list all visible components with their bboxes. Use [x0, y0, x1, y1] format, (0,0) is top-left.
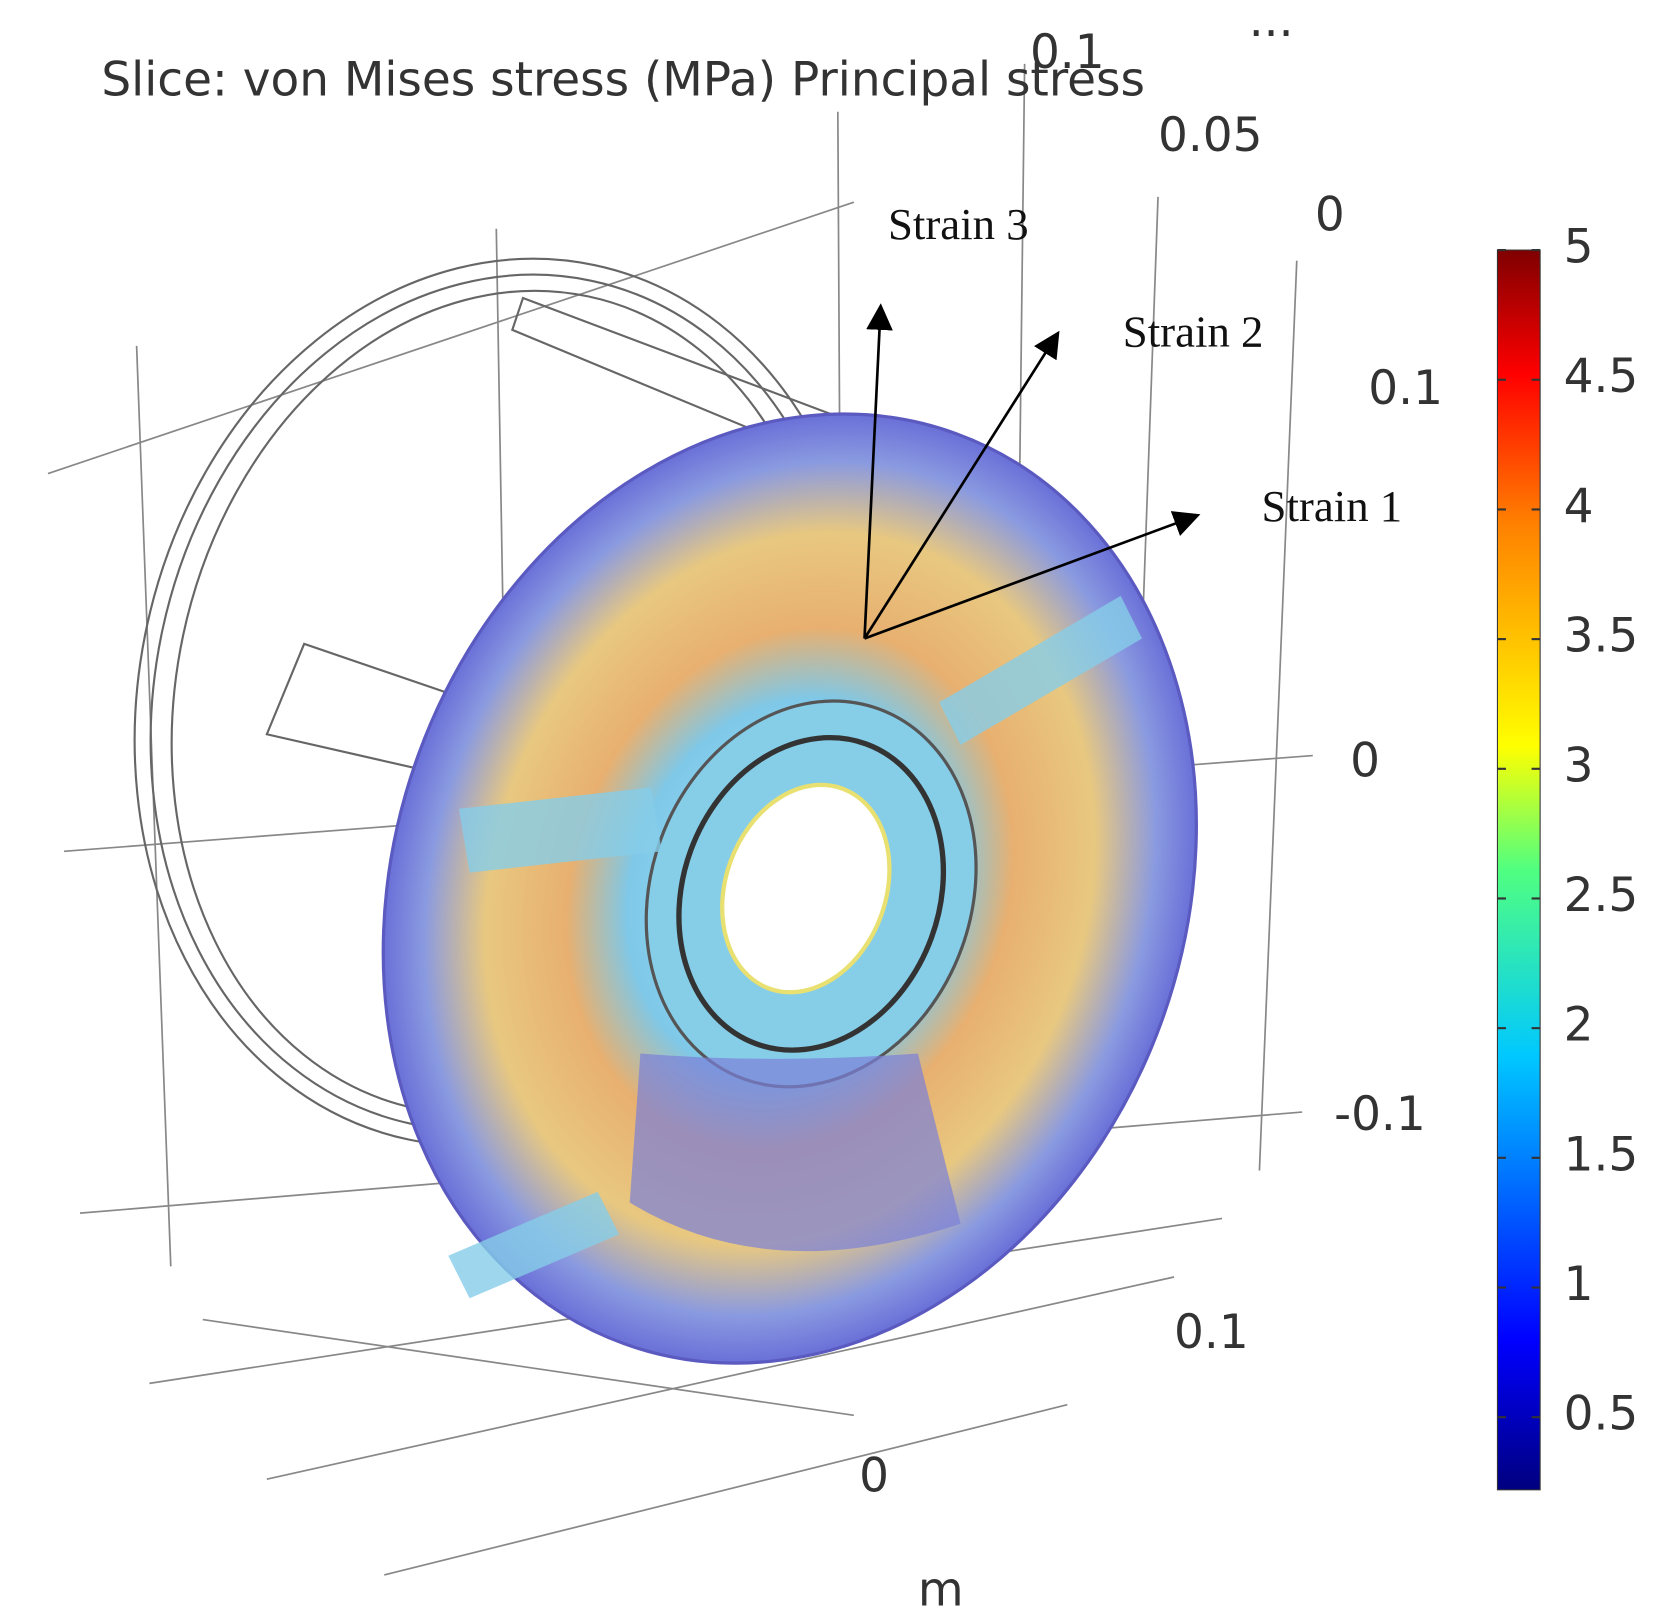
axis-tick-label: 0.1: [1030, 25, 1105, 80]
colorbar-tick-label: 4: [1564, 479, 1594, 534]
colorbar-tick-label: 2.5: [1564, 868, 1639, 923]
colorbar: [1497, 250, 1540, 1490]
colorbar-tick-label: 1: [1564, 1257, 1594, 1312]
colorbar-tick-label: 2: [1564, 998, 1594, 1053]
axis-tick-label: 0.05: [1158, 108, 1263, 163]
colorbar-tick-label: 5: [1564, 220, 1594, 275]
colorbar-tick-label: 0.5: [1564, 1387, 1639, 1442]
stress-disk: [253, 299, 1327, 1478]
axis-tick-label: 0.1: [1174, 1305, 1249, 1360]
axis-tick-label: -0.1: [1334, 1087, 1426, 1142]
annotation: Strain 1: [1262, 481, 1403, 531]
axis-tick-label: ...: [1249, 0, 1294, 48]
axis-tick-label: m: [918, 1563, 964, 1609]
colorbar-tick-label: 3: [1564, 738, 1594, 793]
axis-tick-label: 0: [859, 1449, 889, 1504]
figure: Slice: von Mises stress (MPa) Principal …: [0, 0, 1665, 1609]
axis-tick-label: 0.1: [1368, 361, 1443, 416]
colorbar-tick-label: 3.5: [1564, 609, 1639, 664]
annotation: Strain 2: [1123, 307, 1264, 357]
plot-title: Slice: von Mises stress (MPa) Principal …: [101, 53, 1145, 108]
annotation: Strain 3: [888, 199, 1029, 249]
colorbar-tick-label: 4.5: [1564, 349, 1639, 404]
colorbar-tick-label: 1.5: [1564, 1127, 1639, 1182]
axis-tick-label: 0: [1315, 188, 1345, 243]
axis-tick-label: 0: [1350, 734, 1380, 789]
